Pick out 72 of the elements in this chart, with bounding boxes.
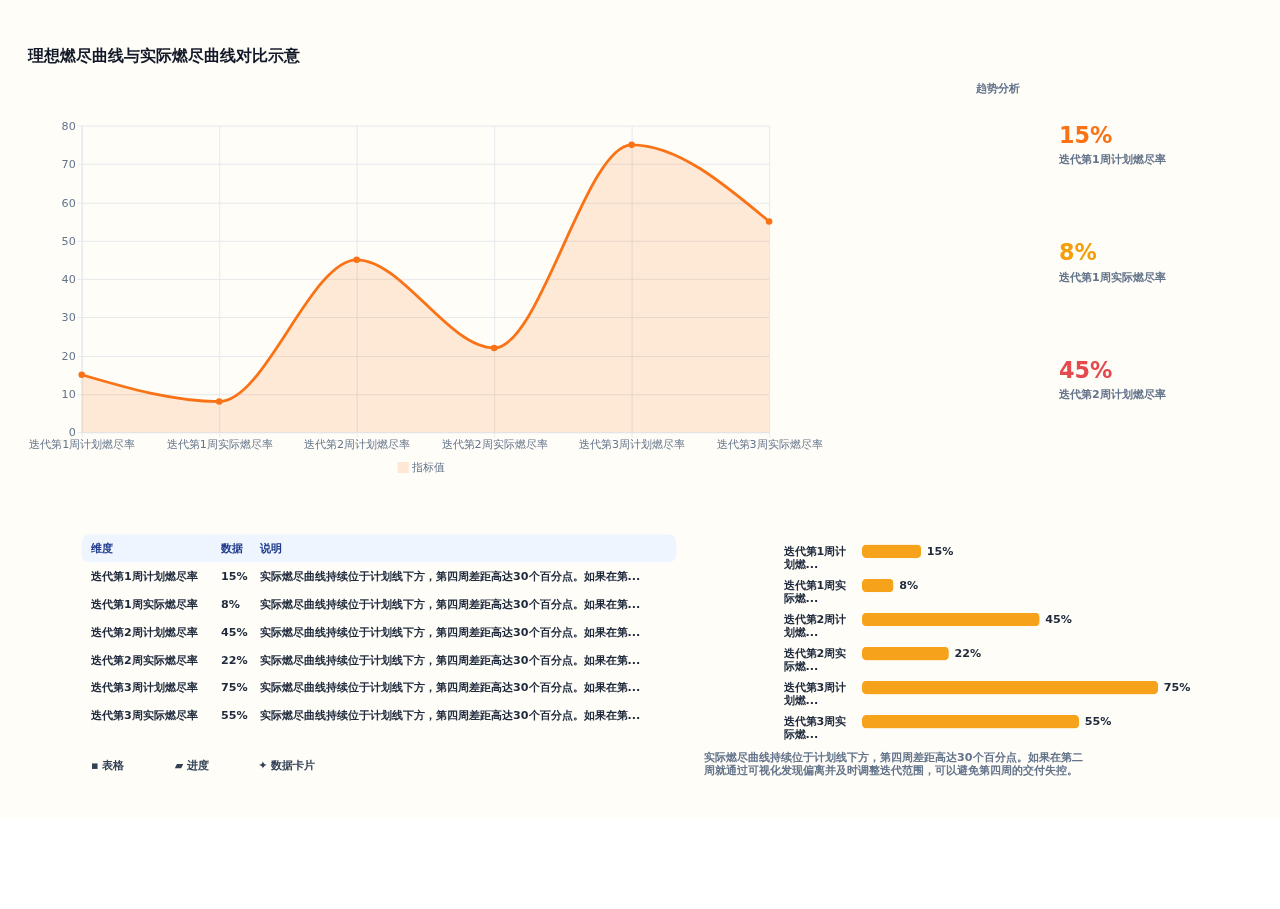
x-tick-label: 迭代第1周计划燃尽率	[29, 437, 136, 451]
y-tick-label: 50	[61, 234, 76, 248]
text: 15%	[221, 569, 248, 583]
text: 8%	[1058, 239, 1097, 266]
x-tick-label: 迭代第2周实际燃尽率	[441, 437, 548, 451]
category-label: 迭代第1周实际燃尽率	[90, 597, 198, 611]
y-tick-label: 0	[68, 426, 76, 440]
text: 实际燃尽曲线持续位于计划线下方，第四周差距高达30个百分点。如果在第...	[260, 653, 641, 667]
y-tick-label: 30	[61, 311, 76, 325]
text: ✦ 数据卡片	[258, 759, 316, 773]
y-tick-label: 40	[61, 273, 76, 287]
text: 实际燃尽曲线持续位于计划线下方，第四周差距高达30个百分点。如果在第二周就通过可视化发现偏离并及时调整迭代范围，可以避免第四周的交付失控。	[703, 751, 1083, 778]
text: 实际燃尽曲线持续位于计划线下方，第四周差距高达30个百分点。如果在第...	[260, 709, 641, 723]
category-label: 迭代第2周计划燃尽率	[1057, 388, 1166, 402]
point	[765, 218, 773, 225]
y-tick-label: 迭代第2周实际燃...	[782, 647, 847, 674]
category-label: 迭代第1周计划燃尽率	[90, 569, 198, 583]
bar	[862, 680, 1159, 695]
x-tick-label: 迭代第2周计划燃尽率	[304, 437, 411, 451]
text: 维度	[90, 542, 114, 556]
bar	[862, 612, 1040, 627]
point	[490, 344, 498, 352]
data-label: 8%	[899, 579, 919, 593]
data-label: 15%	[926, 545, 954, 559]
text: 说明	[259, 542, 283, 556]
category-label: 迭代第3周计划燃尽率	[90, 681, 198, 695]
text: 55%	[221, 709, 248, 723]
data-label: 22%	[954, 647, 982, 661]
y-tick-label: 60	[61, 196, 76, 210]
y-tick-label: 迭代第1周计划燃...	[782, 545, 847, 572]
x-tick-label: 迭代第1周实际燃尽率	[166, 437, 273, 451]
point	[215, 398, 223, 405]
x-tick-label: 迭代第3周计划燃尽率	[579, 437, 686, 451]
data-label: 45%	[1045, 613, 1072, 627]
text: 15%	[1058, 121, 1113, 148]
point	[628, 141, 635, 149]
text: 75%	[221, 681, 248, 695]
text: 实际燃尽曲线持续位于计划线下方，第四周差距高达30个百分点。如果在第...	[260, 569, 641, 583]
text: 趋势分析	[974, 82, 1020, 96]
y-tick-label: 70	[61, 158, 76, 172]
chart-title: 理想燃尽曲线与实际燃尽曲线对比示意	[27, 45, 302, 65]
data-label: 75%	[1163, 681, 1191, 695]
text: 实际燃尽曲线持续位于计划线下方，第四周差距高达30个百分点。如果在第...	[260, 597, 641, 611]
category-label: 迭代第1周实际燃尽率	[1057, 270, 1166, 284]
text: 45%	[221, 625, 248, 639]
text: 8%	[221, 597, 240, 611]
text: 数据	[220, 542, 244, 556]
y-tick-label: 10	[61, 388, 76, 402]
point	[353, 256, 360, 264]
text: 22%	[221, 653, 248, 667]
category-label: 迭代第1周计划燃尽率	[1057, 153, 1166, 167]
y-tick-label: 20	[61, 349, 76, 363]
point	[78, 371, 86, 379]
y-tick-label: 迭代第3周计划燃...	[782, 681, 847, 708]
category-label: 迭代第2周实际燃尽率	[90, 653, 198, 667]
y-tick-label: 迭代第2周计划燃...	[782, 613, 847, 640]
data-label: 55%	[1084, 715, 1112, 729]
x-tick-label: 迭代第3周实际燃尽率	[716, 437, 823, 451]
category-label: 迭代第3周实际燃尽率	[90, 709, 198, 723]
y-tick-label: 迭代第3周实际燃...	[782, 715, 847, 742]
text: ▪ 表格	[91, 759, 126, 773]
category-label: 迭代第2周计划燃尽率	[90, 625, 198, 639]
bar	[862, 646, 949, 661]
y-tick-label: 80	[61, 119, 76, 133]
bar	[862, 714, 1080, 729]
bar	[862, 544, 922, 559]
y-tick-label: 迭代第1周实际燃...	[782, 579, 847, 606]
text: ▰ 进度	[174, 759, 210, 773]
legend-label: 指标值	[411, 461, 446, 475]
text: 45%	[1058, 357, 1113, 384]
text: 实际燃尽曲线持续位于计划线下方，第四周差距高达30个百分点。如果在第...	[260, 625, 641, 639]
text: 实际燃尽曲线持续位于计划线下方，第四周差距高达30个百分点。如果在第...	[260, 681, 641, 695]
